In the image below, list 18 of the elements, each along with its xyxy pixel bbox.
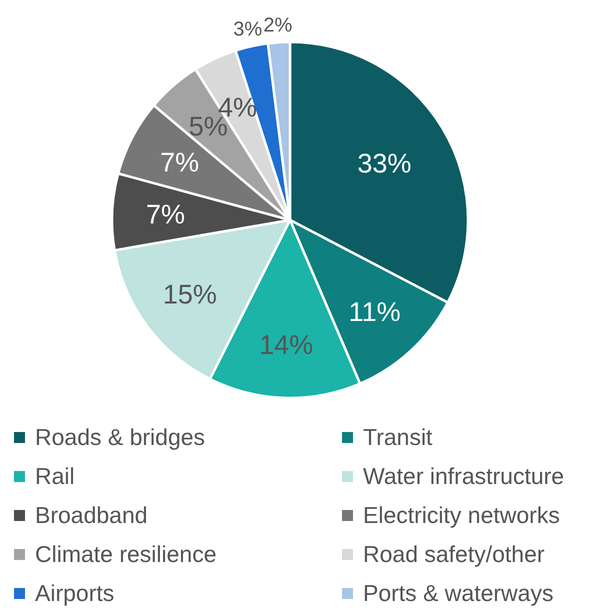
legend-label: Roads & bridges xyxy=(35,424,206,450)
data-label: 15% xyxy=(162,280,217,310)
legend-label: Road safety/other xyxy=(363,541,545,568)
legend-label: Electricity networks xyxy=(363,502,560,528)
data-label: 33% xyxy=(357,148,412,178)
legend-label: Airports xyxy=(35,580,114,606)
legend-label: Climate resilience xyxy=(35,541,217,568)
data-label: 7% xyxy=(146,200,186,230)
legend-label: Water infrastructure xyxy=(363,463,564,490)
data-label: 2% xyxy=(263,14,292,36)
data-label: 7% xyxy=(160,148,200,178)
legend-label: Broadband xyxy=(35,502,148,528)
legend-label: Rail xyxy=(35,463,75,490)
data-label: 11% xyxy=(348,296,401,327)
data-label: 14% xyxy=(259,330,314,360)
legend-label: Ports & waterways xyxy=(363,580,554,606)
legend-label: Transit xyxy=(363,424,434,450)
data-label: 3% xyxy=(233,18,262,41)
